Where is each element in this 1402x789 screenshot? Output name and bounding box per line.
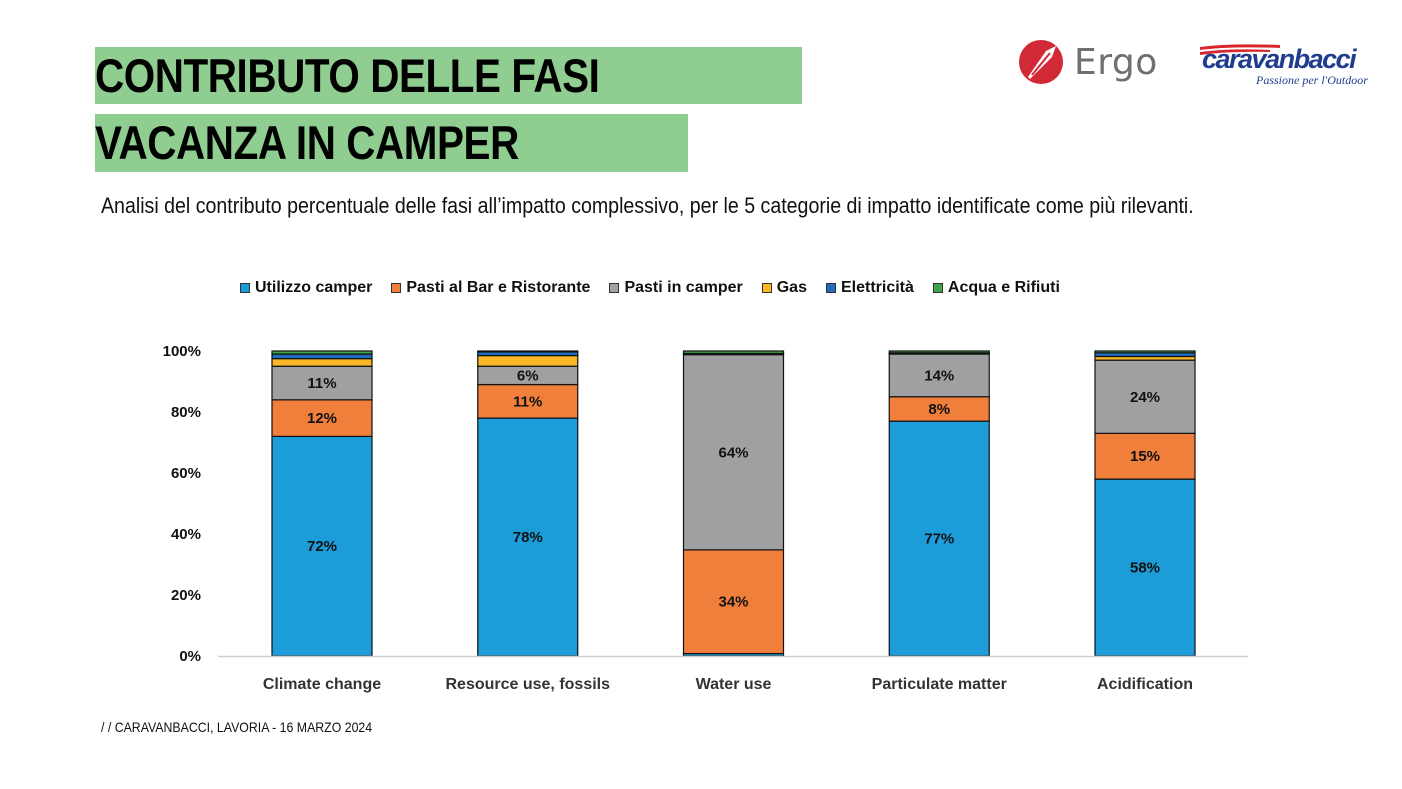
bar-segment-acqua-e-rifiuti xyxy=(1094,350,1196,354)
legend-swatch xyxy=(240,283,250,293)
x-category-label: Acidification xyxy=(1097,676,1193,693)
caravanbacci-logo-text: caravanbacci xyxy=(1202,44,1357,74)
bar-segment-utilizzo-camper xyxy=(888,420,990,657)
legend-item-pasti-in-camper: Pasti in camper xyxy=(609,279,743,297)
y-tick-label: 20% xyxy=(171,587,201,604)
ergo-logo: Ergo xyxy=(1016,37,1158,87)
data-label: 12% xyxy=(307,410,337,427)
legend-item-utilizzo-camper: Utilizzo camper xyxy=(240,279,372,297)
data-label: 8% xyxy=(928,401,950,418)
chart-bars xyxy=(271,350,1196,657)
legend-label: Utilizzo camper xyxy=(255,279,373,296)
title-line-1: CONTRIBUTO DELLE FASI xyxy=(95,47,802,104)
legend-item-pasti-al-bar-e-ristorante: Pasti al Bar e Ristorante xyxy=(391,279,590,297)
legend-label: Elettricità xyxy=(840,279,914,296)
x-axis: Climate change Resource use, fossils Water… xyxy=(218,655,1248,693)
x-category-label: Resource use, fossils xyxy=(445,676,610,693)
bar-segment-acqua-e-rifiuti xyxy=(477,350,579,353)
legend-item-elettricita: Elettricità xyxy=(825,279,914,297)
legend-swatch xyxy=(609,283,620,293)
bar-segment-pasti-al-bar-e-ristorante xyxy=(477,383,579,419)
legend-swatch xyxy=(825,283,836,293)
x-category-label: Particulate matter xyxy=(872,676,1007,693)
bar-segment-utilizzo-camper xyxy=(1094,478,1196,657)
subtitle: Analisi del contributo percentuale delle… xyxy=(101,193,1194,218)
data-label: 64% xyxy=(718,444,748,461)
ergo-leaf-icon xyxy=(1019,40,1063,84)
bar-segment-utilizzo-camper xyxy=(271,435,373,657)
bar-segment-acqua-e-rifiuti xyxy=(888,350,990,354)
x-category-label: Climate change xyxy=(263,676,381,693)
legend-item-gas: Gas xyxy=(761,279,807,297)
legend-label: Acqua e Rifiuti xyxy=(947,279,1060,296)
y-tick-label: 60% xyxy=(171,465,201,482)
ergo-logo-text: Ergo xyxy=(1074,42,1158,83)
legend-label: Gas xyxy=(776,279,807,296)
legend-swatch xyxy=(932,283,943,293)
legend-swatch xyxy=(391,283,402,293)
y-axis: 0% 20% 40% 60% 80% 100% xyxy=(163,343,201,665)
chart-data-labels: 72% 12% 11% 78% 11% 6% 34% 64% 77% 8% 14% 58% 15% 24% xyxy=(307,367,1160,610)
bar-segment-pasti-in-camper xyxy=(271,365,373,401)
caravanbacci-tagline: Passione per l'Outdoor xyxy=(1256,73,1368,87)
data-label: 34% xyxy=(718,594,748,611)
bar-segment-pasti-in-camper xyxy=(682,354,785,551)
data-label: 11% xyxy=(513,393,542,410)
legend-swatch xyxy=(761,283,772,293)
data-label: 11% xyxy=(307,375,336,392)
bar-segment-pasti-in-camper xyxy=(1094,359,1196,434)
legend-label: Pasti al Bar e Ristorante xyxy=(406,279,591,296)
bar-segment-acqua-e-rifiuti xyxy=(271,350,373,355)
legend-label: Pasti in camper xyxy=(624,279,743,296)
bar-segment-pasti-al-bar-e-ristorante xyxy=(682,549,785,655)
caravanbacci-logo: caravanbacci Passione per l'Outdoor xyxy=(1196,40,1368,92)
data-label: 77% xyxy=(924,531,954,548)
bar-segment-elettricita xyxy=(271,353,373,360)
bar-segment-pasti-in-camper xyxy=(888,353,990,398)
legend-item-acqua-e-rifiuti: Acqua e Rifiuti xyxy=(932,279,1060,297)
x-category-label: Water use xyxy=(696,676,772,693)
y-tick-label: 100% xyxy=(163,343,201,360)
bar-segment-gas xyxy=(477,354,579,367)
caravanbacci-swoosh-icon xyxy=(1200,44,1280,55)
data-label: 15% xyxy=(1130,448,1160,465)
bar-segment-acqua-e-rifiuti xyxy=(682,350,785,355)
data-label: 58% xyxy=(1130,560,1160,577)
y-tick-label: 0% xyxy=(179,648,201,665)
bar-segment-pasti-al-bar-e-ristorante xyxy=(1094,432,1196,480)
chart-legend: Utilizzo camper Pasti al Bar e Ristorante… xyxy=(240,278,1079,298)
data-label: 6% xyxy=(517,367,539,384)
data-label: 14% xyxy=(924,367,954,384)
bar-segment-pasti-al-bar-e-ristorante xyxy=(888,396,990,422)
bar-segment-gas xyxy=(271,358,373,367)
footer: / / CARAVANBACCI, LAVORIA - 16 MARZO 202… xyxy=(101,719,373,735)
y-tick-label: 40% xyxy=(171,526,201,543)
y-tick-label: 80% xyxy=(171,404,201,421)
title-line-2: VACANZA IN CAMPER xyxy=(95,114,688,172)
data-label: 78% xyxy=(513,529,543,546)
data-label: 72% xyxy=(307,538,337,555)
data-label: 24% xyxy=(1130,389,1160,406)
